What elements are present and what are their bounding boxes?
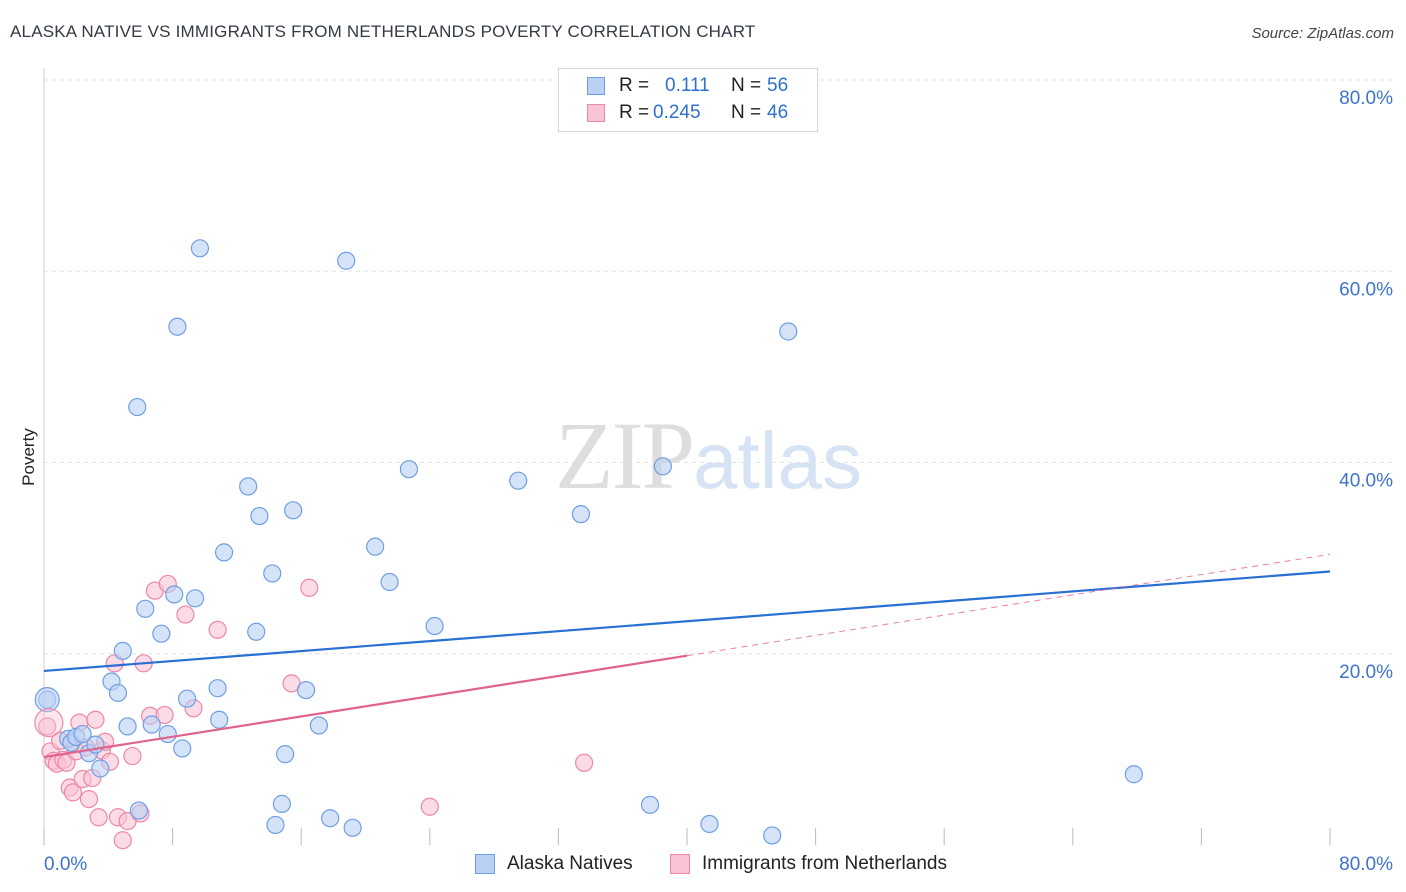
alaska-native-point — [165, 585, 184, 604]
alaska-native-point — [653, 457, 672, 476]
netherlands-point — [176, 605, 195, 624]
alaska-native-point — [509, 471, 528, 490]
alaska-native-point — [152, 624, 171, 643]
alaska-native-point — [129, 801, 148, 820]
netherlands-point — [79, 789, 99, 809]
alaska-native-point — [208, 679, 227, 698]
correlation-legend: R = 0.111 N = 56 R = 0.245 N = 46 — [558, 68, 818, 132]
legend-r-label: R = — [619, 102, 650, 123]
legend-n-label: N = — [731, 102, 762, 123]
alaska-native-point — [239, 477, 258, 496]
alaska-native-point — [190, 239, 210, 258]
alaska-native-point — [173, 739, 192, 758]
alaska-native-point — [272, 794, 292, 813]
legend-r-label: R = — [619, 75, 650, 96]
netherlands-point — [34, 707, 64, 738]
alaska-native-point — [128, 397, 147, 417]
alaska-native-point — [186, 589, 205, 608]
alaska-native-point — [571, 505, 591, 524]
alaska-native-point — [214, 543, 234, 562]
alaska-native-point — [1124, 765, 1143, 784]
legend-r-value: 0.245 — [653, 102, 701, 123]
netherlands-point — [38, 717, 57, 736]
alaska-native-point — [113, 641, 132, 660]
bottom-legend-label: Immigrants from Netherlands — [702, 853, 947, 874]
netherlands-point — [89, 808, 108, 827]
legend-n-value: 56 — [767, 75, 789, 96]
alaska-native-point — [296, 680, 316, 700]
legend-n-label: N = — [731, 75, 762, 96]
alaska-native-point — [343, 818, 362, 837]
alaska-native-point — [366, 537, 385, 556]
netherlands-point — [123, 746, 142, 766]
alaska-native-point — [700, 814, 719, 834]
alaska-native-point — [247, 622, 266, 641]
watermark: ZIPatlas — [555, 400, 862, 511]
alaska-native-point — [779, 322, 798, 341]
alaska-native-point — [142, 715, 161, 734]
alaska-native-point — [425, 616, 444, 636]
watermark-atlas: atlas — [693, 416, 862, 505]
x-tick-label: 0.0% — [44, 854, 87, 875]
y-tick-label: 40.0% — [1339, 471, 1393, 492]
y-tick-label: 20.0% — [1339, 662, 1393, 683]
alaska-native-point — [91, 759, 110, 778]
y-tick-label: 60.0% — [1339, 279, 1393, 300]
netherlands-point — [575, 753, 594, 772]
netherlands-point — [208, 620, 227, 639]
bottom-legend-swatch-blue — [475, 854, 495, 874]
legend-swatch-pink — [587, 104, 605, 122]
alaska-native-point — [168, 317, 187, 336]
netherlands-point — [420, 797, 439, 816]
x-tick-label: 80.0% — [1339, 854, 1393, 875]
bottom-legend-label: Alaska Natives — [507, 853, 633, 874]
y-tick-label: 80.0% — [1339, 88, 1393, 109]
alaska-native-point — [108, 683, 128, 703]
legend-n-value: 46 — [767, 102, 789, 123]
alaska-native-point — [321, 809, 340, 828]
alaska-native-point — [34, 687, 60, 713]
netherlands-point — [300, 578, 319, 597]
chart-title: ALASKA NATIVE VS IMMIGRANTS FROM NETHERL… — [10, 22, 756, 41]
alaska-native-point — [337, 251, 356, 270]
netherlands-trendline-extension — [686, 553, 1331, 657]
alaska-native-point — [177, 689, 197, 708]
alaska-native-point — [263, 564, 282, 583]
legend-swatch-blue — [587, 77, 605, 95]
alaska-native-point — [640, 795, 660, 814]
netherlands-trendline — [43, 654, 688, 759]
alaska-native-point — [399, 460, 419, 479]
alaska-native-point — [284, 501, 303, 520]
y-axis-label: Poverty — [19, 428, 38, 486]
alaska-native-point — [136, 599, 155, 618]
legend-r-value: 0.111 — [665, 75, 710, 96]
source-credit: Source: ZipAtlas.com — [1251, 25, 1394, 42]
alaska-native-point — [380, 572, 399, 592]
netherlands-point — [63, 783, 83, 802]
netherlands-point — [113, 831, 132, 850]
alaska-native-point — [309, 716, 328, 735]
alaska-native-point — [210, 710, 229, 729]
alaska-native-point — [266, 815, 285, 835]
alaska-native-point — [158, 724, 177, 744]
alaska-native-point — [250, 506, 269, 526]
netherlands-point — [155, 705, 174, 725]
alaska-native-point — [763, 826, 782, 845]
alaska-native-point — [73, 724, 92, 744]
alaska-native-point — [276, 745, 295, 764]
alaska-native-point — [118, 717, 137, 736]
bottom-legend-swatch-pink — [670, 854, 690, 874]
netherlands-point — [86, 710, 105, 729]
watermark-zip: ZIP — [555, 402, 695, 509]
